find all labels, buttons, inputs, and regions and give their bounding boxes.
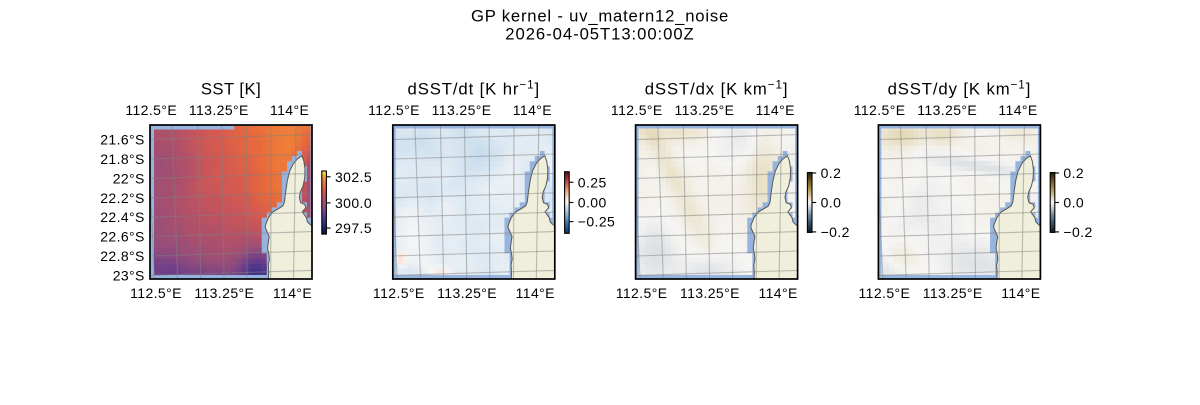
svg-text:0.00: 0.00 [578, 195, 607, 211]
svg-text:−0.2: −0.2 [821, 224, 850, 240]
svg-text:0.0: 0.0 [1063, 195, 1084, 211]
svg-text:114°E: 114°E [513, 102, 552, 118]
svg-text:0.0: 0.0 [821, 195, 842, 211]
svg-text:SST [K]: SST [K] [201, 80, 261, 99]
svg-text:22.6°S: 22.6°S [100, 229, 145, 245]
svg-text:302.5: 302.5 [335, 169, 372, 185]
svg-text:112.5°E: 112.5°E [616, 285, 668, 301]
svg-text:112.5°E: 112.5°E [125, 102, 177, 118]
svg-text:113.25°E: 113.25°E [674, 102, 734, 118]
svg-text:113.25°E: 113.25°E [923, 285, 983, 301]
svg-text:22.8°S: 22.8°S [100, 248, 145, 264]
svg-text:112.5°E: 112.5°E [611, 102, 663, 118]
svg-text:113.25°E: 113.25°E [432, 102, 492, 118]
svg-text:114°E: 114°E [1001, 285, 1040, 301]
svg-text:112.5°E: 112.5°E [130, 285, 182, 301]
svg-text:0.25: 0.25 [578, 174, 607, 190]
svg-text:112.5°E: 112.5°E [368, 102, 420, 118]
svg-text:113.25°E: 113.25°E [189, 102, 249, 118]
svg-text:0.2: 0.2 [1063, 165, 1084, 181]
svg-text:GP kernel - uv_matern12_noise: GP kernel - uv_matern12_noise [471, 6, 729, 25]
svg-text:2026-04-05T13:00:00Z: 2026-04-05T13:00:00Z [505, 25, 694, 44]
svg-text:113.25°E: 113.25°E [194, 285, 254, 301]
svg-text:21.8°S: 21.8°S [100, 151, 145, 167]
svg-text:dSST/dy [K km−1]: dSST/dy [K km−1] [888, 78, 1032, 98]
svg-text:113.25°E: 113.25°E [680, 285, 740, 301]
svg-text:22.4°S: 22.4°S [100, 209, 145, 225]
svg-text:−0.2: −0.2 [1063, 224, 1092, 240]
svg-text:dSST/dx [K km−1]: dSST/dx [K km−1] [645, 78, 789, 98]
svg-text:22.2°S: 22.2°S [100, 190, 145, 206]
svg-text:114°E: 114°E [998, 102, 1037, 118]
svg-text:113.25°E: 113.25°E [437, 285, 497, 301]
svg-text:23°S: 23°S [113, 267, 145, 283]
svg-text:114°E: 114°E [756, 102, 795, 118]
svg-text:dSST/dt [K hr−1]: dSST/dt [K hr−1] [408, 78, 541, 98]
svg-text:297.5: 297.5 [335, 220, 372, 236]
svg-text:112.5°E: 112.5°E [373, 285, 425, 301]
svg-text:113.25°E: 113.25°E [917, 102, 977, 118]
svg-text:114°E: 114°E [516, 285, 555, 301]
svg-text:300.0: 300.0 [335, 195, 372, 211]
svg-text:114°E: 114°E [758, 285, 797, 301]
svg-text:114°E: 114°E [273, 285, 312, 301]
svg-text:0.2: 0.2 [821, 165, 842, 181]
svg-text:−0.25: −0.25 [578, 214, 615, 230]
svg-text:114°E: 114°E [270, 102, 309, 118]
svg-text:21.6°S: 21.6°S [100, 132, 145, 148]
svg-text:22°S: 22°S [113, 170, 145, 186]
svg-text:112.5°E: 112.5°E [854, 102, 906, 118]
svg-text:112.5°E: 112.5°E [859, 285, 911, 301]
